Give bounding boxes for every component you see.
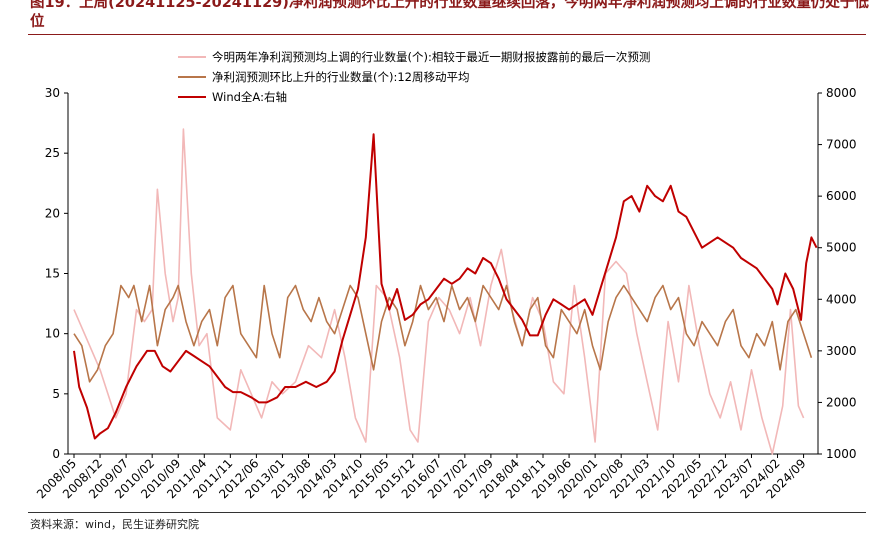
series-line-2 xyxy=(73,284,813,383)
right-tick-label: 2000 xyxy=(826,395,857,409)
footer-divider xyxy=(28,512,866,513)
legend-label-2: 净利润预测环比上升的行业数量(个):12周移动平均 xyxy=(212,70,469,84)
series-line-1 xyxy=(73,128,805,455)
legend-label-3: Wind全A:右轴 xyxy=(212,90,287,104)
right-tick-label: 3000 xyxy=(826,344,857,358)
right-tick-label: 5000 xyxy=(826,241,857,255)
left-tick-label: 10 xyxy=(45,327,60,341)
legend: 今明两年净利润预测均上调的行业数量(个):相较于最近一期财报披露前的最后一次预测… xyxy=(178,50,650,104)
legend-label-1: 今明两年净利润预测均上调的行业数量(个):相较于最近一期财报披露前的最后一次预测 xyxy=(212,50,650,64)
axes: 0 5 10 15 20 25 30 1000 2000 3000 4000 5000 6000 7000… xyxy=(34,86,857,501)
series-line-3 xyxy=(73,133,818,440)
left-tick-label: 20 xyxy=(45,206,60,220)
source-note: 资料来源：wind，民生证券研究院 xyxy=(30,518,200,531)
left-tick-label: 25 xyxy=(45,146,60,160)
line-chart: 0 5 10 15 20 25 30 1000 2000 3000 4000 5000 6000 7000… xyxy=(34,50,857,501)
right-tick-label: 1000 xyxy=(826,447,857,461)
right-tick-label: 6000 xyxy=(826,189,857,203)
left-tick-label: 0 xyxy=(52,447,60,461)
title-divider xyxy=(28,34,866,35)
left-tick-label: 15 xyxy=(45,267,60,281)
figure-title: 图19：上周(20241125-20241129)净利润预测环比上升的行业数量继… xyxy=(30,0,869,30)
left-tick-label: 5 xyxy=(52,387,60,401)
left-tick-label: 30 xyxy=(45,86,60,100)
series-layer xyxy=(73,128,818,455)
right-tick-label: 7000 xyxy=(826,138,857,152)
right-tick-label: 8000 xyxy=(826,86,857,100)
right-tick-label: 4000 xyxy=(826,292,857,306)
